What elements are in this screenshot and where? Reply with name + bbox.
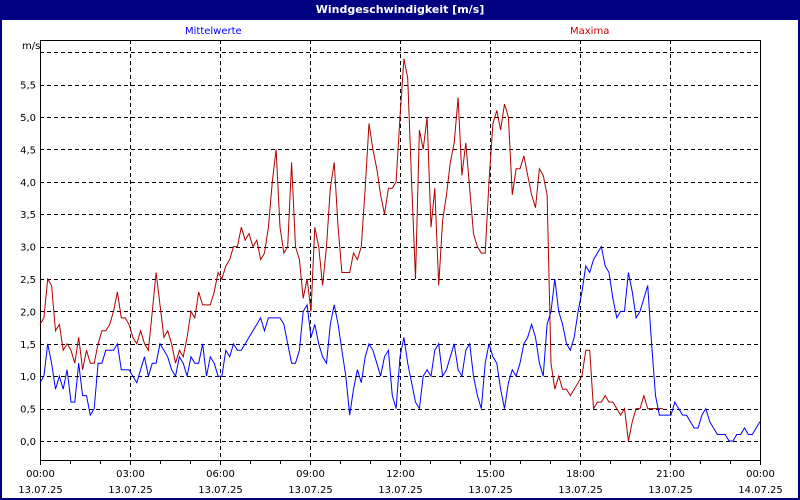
y-tick-label: 5,0 bbox=[20, 113, 36, 124]
axes: 0,0 0,5 1,0 1,5 2,0 2,5 3,0 3,5 4,0 4,5 5,0 5,5 00:0… bbox=[18, 40, 783, 496]
x-tick-date: 13.07.25 bbox=[558, 485, 603, 496]
y-tick-label: 1,0 bbox=[20, 372, 36, 383]
x-tick-date: 13.07.25 bbox=[198, 485, 243, 496]
y-tick-label: 2,5 bbox=[20, 275, 36, 286]
legend-mittelwerte: Mittelwerte bbox=[185, 26, 242, 37]
x-tick-time: 18:00 bbox=[566, 469, 595, 480]
y-axis-unit: m/s bbox=[22, 41, 40, 52]
series-maxima-line bbox=[39, 58, 664, 442]
y-tick-label: 4,0 bbox=[20, 178, 36, 189]
x-tick-date: 13.07.25 bbox=[468, 485, 513, 496]
y-tick-label: 4,5 bbox=[20, 145, 36, 156]
legend-maxima: Maxima bbox=[570, 26, 610, 37]
x-tick-date: 13.07.25 bbox=[288, 485, 333, 496]
plot-frame bbox=[40, 40, 761, 461]
x-tick-time: 00:00 bbox=[746, 469, 775, 480]
series-mittelwerte-line bbox=[39, 245, 761, 442]
y-tick-label: 0,5 bbox=[20, 405, 36, 416]
x-tick-time: 09:00 bbox=[296, 469, 325, 480]
x-tick-date: 13.07.25 bbox=[648, 485, 693, 496]
window-title: Windgeschwindigkeit [m/s] bbox=[0, 0, 800, 20]
y-tick-label: 3,0 bbox=[20, 243, 36, 254]
x-tick-time: 00:00 bbox=[26, 469, 55, 480]
y-tick-label: 1,5 bbox=[20, 340, 36, 351]
y-tick-label: 5,5 bbox=[20, 81, 36, 92]
x-tick-time: 06:00 bbox=[206, 469, 235, 480]
x-tick-date: 13.07.25 bbox=[108, 485, 153, 496]
grid-lines bbox=[40, 40, 760, 460]
y-tick-label: 0,0 bbox=[20, 437, 36, 448]
x-tick-time: 03:00 bbox=[116, 469, 145, 480]
x-tick-time: 15:00 bbox=[476, 469, 505, 480]
x-tick-date: 13.07.25 bbox=[378, 485, 423, 496]
x-tick-time: 21:00 bbox=[656, 469, 685, 480]
y-tick-label: 3,5 bbox=[20, 210, 36, 221]
y-tick-label: 2,0 bbox=[20, 307, 36, 318]
x-tick-time: 12:00 bbox=[386, 469, 415, 480]
x-tick-date: 13.07.25 bbox=[18, 485, 63, 496]
x-tick-date: 14.07.25 bbox=[738, 485, 783, 496]
